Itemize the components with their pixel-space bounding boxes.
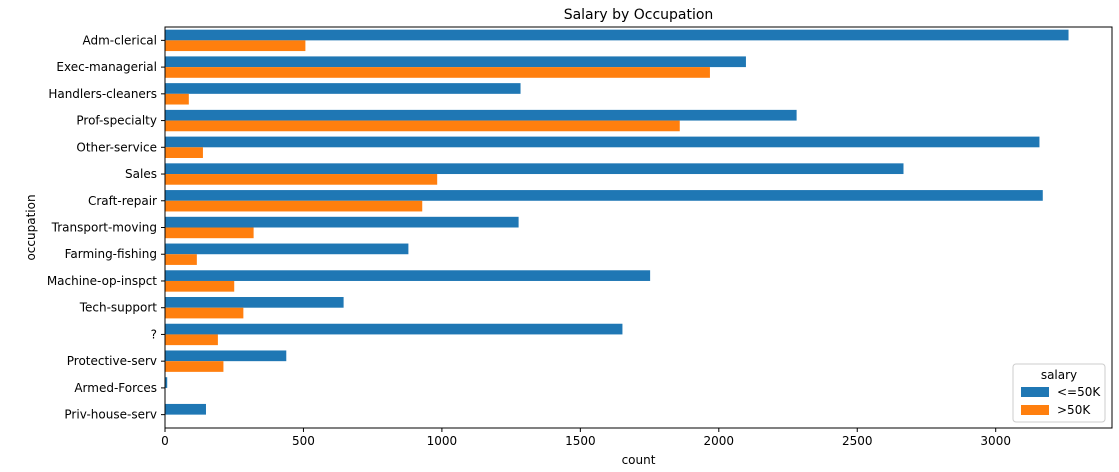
y-tick-label-handlers-cleaners: Handlers-cleaners bbox=[48, 87, 157, 101]
chart-title: Salary by Occupation bbox=[564, 7, 714, 23]
bar-tech-support-le50k bbox=[165, 297, 344, 308]
legend-title: salary bbox=[1041, 368, 1077, 382]
bar-prof-specialty-le50k bbox=[165, 109, 797, 121]
bar-farming-fishing-le50k bbox=[165, 243, 409, 255]
x-tick-label: 3000 bbox=[980, 434, 1011, 448]
y-tick-label-armed-forces: Armed-Forces bbox=[74, 381, 157, 395]
y-tick-label-farming-fishing: Farming-fishing bbox=[65, 247, 157, 261]
bar-craft-repair-le50k bbox=[165, 190, 1043, 201]
bar-unknown-gt50k bbox=[165, 334, 218, 346]
y-tick-label-unknown: ? bbox=[151, 327, 157, 341]
x-tick-label: 1000 bbox=[427, 434, 458, 448]
bar-sales-le50k bbox=[165, 163, 904, 175]
bar-unknown-le50k bbox=[165, 323, 623, 335]
y-tick-label-transport-moving: Transport-moving bbox=[51, 221, 157, 235]
y-tick-label-exec-managerial: Exec-managerial bbox=[56, 60, 157, 74]
bar-sales-gt50k bbox=[165, 174, 438, 185]
bar-protective-serv-le50k bbox=[165, 350, 287, 362]
x-tick-label: 2500 bbox=[842, 434, 873, 448]
bar-adm-clerical-gt50k bbox=[165, 40, 306, 52]
bar-farming-fishing-gt50k bbox=[165, 254, 197, 265]
bar-handlers-cleaners-gt50k bbox=[165, 93, 189, 105]
bar-handlers-cleaners-le50k bbox=[165, 83, 521, 94]
bar-craft-repair-gt50k bbox=[165, 200, 423, 212]
bar-machine-op-inspct-le50k bbox=[165, 270, 651, 281]
bar-priv-house-serv-le50k bbox=[165, 403, 206, 415]
y-tick-label-protective-serv: Protective-serv bbox=[67, 354, 157, 368]
bar-other-service-gt50k bbox=[165, 147, 203, 158]
bar-tech-support-gt50k bbox=[165, 307, 244, 319]
legend: salary <=50K >50K bbox=[1012, 363, 1106, 423]
y-axis: Adm-clerical Exec-managerial Handlers-clea… bbox=[47, 33, 165, 422]
x-tick-label: 2000 bbox=[704, 434, 735, 448]
bar-exec-managerial-gt50k bbox=[165, 67, 710, 78]
y-tick-label-priv-house-serv: Priv-house-serv bbox=[64, 408, 157, 422]
y-tick-label-sales: Sales bbox=[125, 167, 157, 181]
bar-transport-moving-le50k bbox=[165, 216, 519, 228]
y-tick-label-prof-specialty: Prof-specialty bbox=[76, 114, 157, 128]
y-tick-label-craft-repair: Craft-repair bbox=[88, 194, 157, 208]
legend-label-gt50k: >50K bbox=[1057, 403, 1091, 417]
bar-other-service-le50k bbox=[165, 136, 1040, 148]
legend-swatch-le50k bbox=[1021, 387, 1049, 397]
bar-machine-op-inspct-gt50k bbox=[165, 280, 235, 292]
x-axis: 0 500 1000 1500 2000 2500 3000 bbox=[161, 428, 1011, 448]
bar-transport-moving-gt50k bbox=[165, 227, 254, 239]
y-axis-title: occupation bbox=[24, 194, 38, 260]
x-tick-label: 500 bbox=[292, 434, 315, 448]
y-tick-label-adm-clerical: Adm-clerical bbox=[82, 33, 157, 47]
bar-protective-serv-gt50k bbox=[165, 361, 224, 372]
legend-label-le50k: <=50K bbox=[1057, 385, 1101, 399]
bar-exec-managerial-le50k bbox=[165, 56, 746, 68]
bar-armed-forces-le50k bbox=[165, 377, 168, 388]
bar-prof-specialty-gt50k bbox=[165, 120, 680, 132]
x-axis-title: count bbox=[622, 453, 656, 467]
legend-swatch-gt50k bbox=[1021, 405, 1049, 415]
y-tick-label-other-service: Other-service bbox=[76, 140, 157, 154]
x-tick-label: 0 bbox=[161, 434, 169, 448]
y-tick-label-tech-support: Tech-support bbox=[79, 301, 158, 315]
x-tick-label: 1500 bbox=[565, 434, 596, 448]
y-tick-label-machine-op-inspct: Machine-op-inspct bbox=[47, 274, 157, 288]
bar-adm-clerical-le50k bbox=[165, 29, 1069, 41]
bars-group bbox=[165, 29, 1069, 426]
